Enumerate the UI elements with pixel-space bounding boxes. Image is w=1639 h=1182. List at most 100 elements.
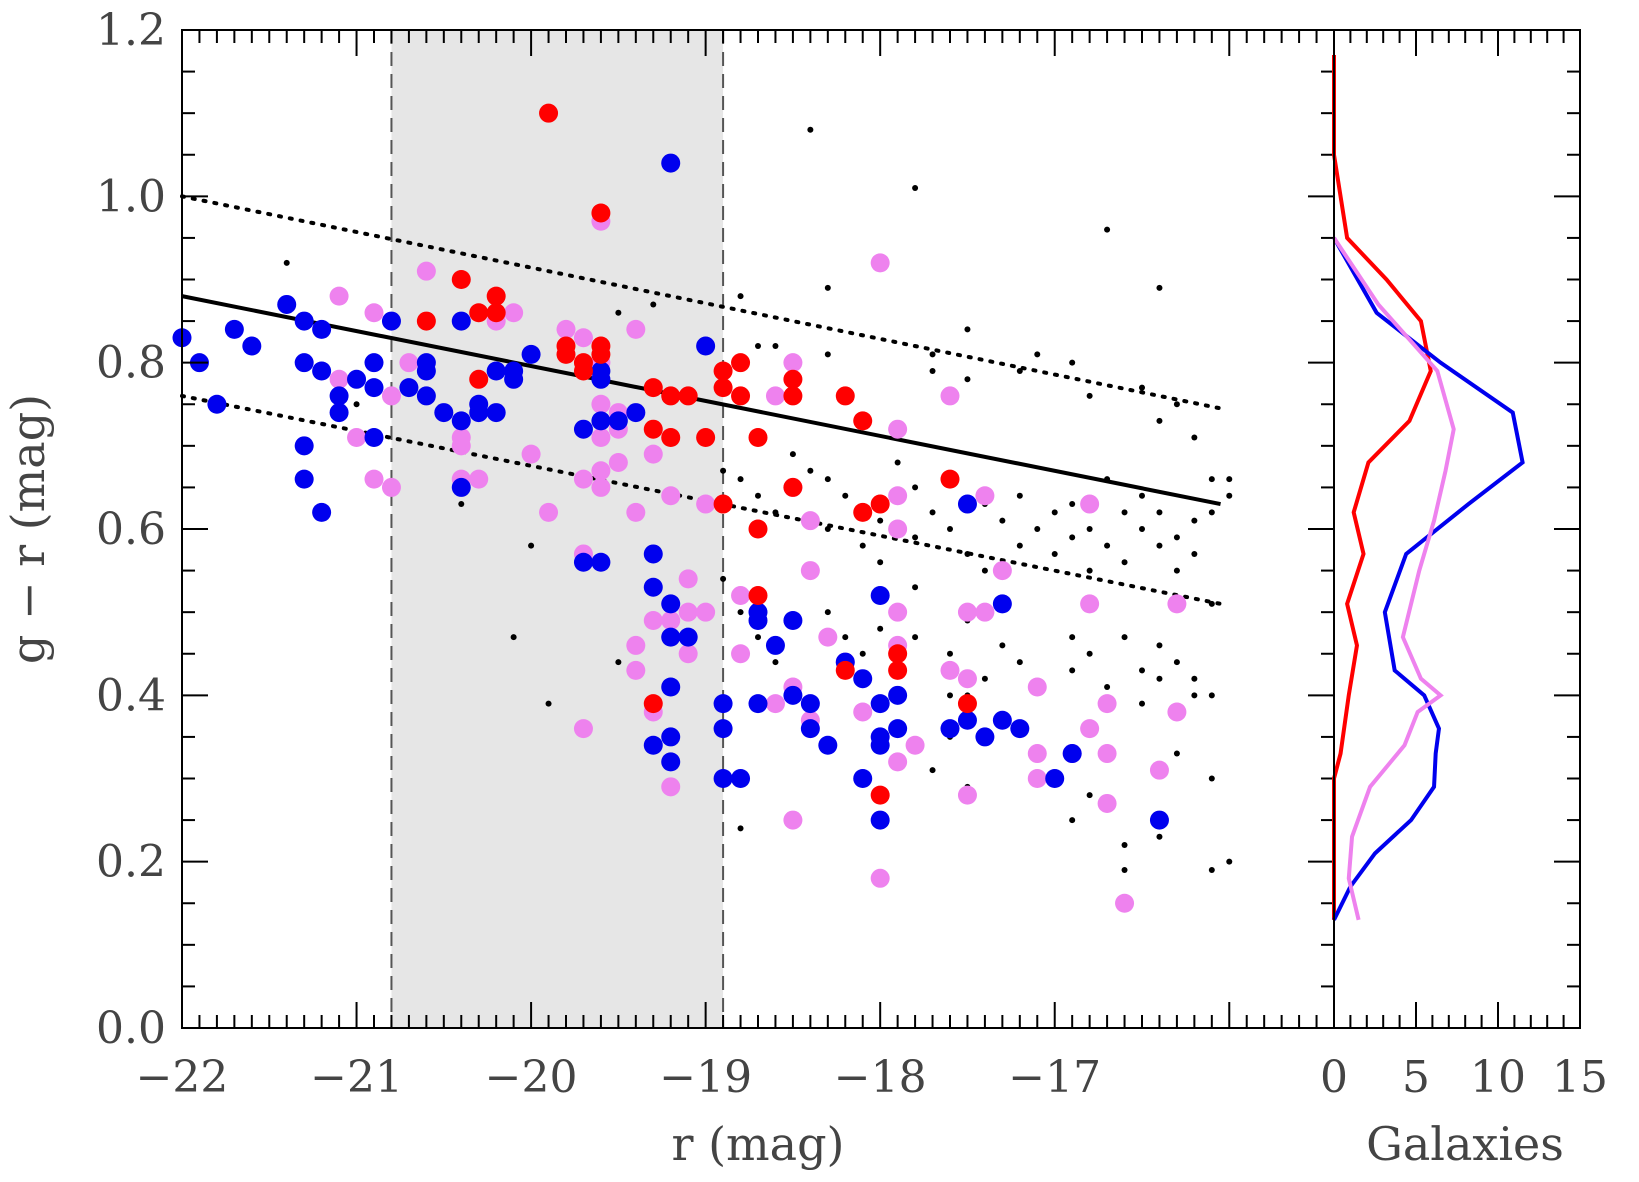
blue-point-39	[608, 411, 628, 431]
blue-point-15	[364, 378, 384, 398]
violet-point-16	[521, 444, 541, 464]
blue-point-63	[783, 685, 803, 705]
black-point-27	[1173, 401, 1180, 408]
blue-point-54	[661, 727, 681, 747]
red-point-25	[783, 386, 803, 406]
black-point-41	[894, 459, 901, 466]
blue-point-46	[643, 577, 663, 597]
violet-point-18	[364, 469, 384, 489]
violet-point-66	[888, 752, 908, 772]
black-point-77	[1226, 858, 1233, 865]
main-ticks	[181, 29, 1335, 1029]
red-point-33	[713, 494, 733, 514]
black-point-51	[1016, 492, 1023, 499]
black-point-26	[1156, 417, 1163, 424]
violet-point-87	[1149, 760, 1169, 780]
violet-point-11	[381, 386, 401, 406]
blue-point-55	[661, 752, 681, 772]
blue-point-37	[591, 369, 611, 389]
violet-point-70	[765, 694, 785, 714]
histogram-violet-line	[1332, 236, 1456, 921]
violet-point-68	[731, 586, 751, 606]
red-point-21	[713, 378, 733, 398]
blue-point-47	[661, 594, 681, 614]
red-point-4	[486, 286, 506, 306]
black-point-49	[999, 517, 1006, 524]
black-point-2	[1104, 226, 1111, 233]
black-point-90	[981, 675, 988, 682]
hist-x-tick-label: 5	[1402, 1052, 1430, 1103]
violet-point-31	[626, 502, 646, 522]
violet-point-77	[1027, 677, 1047, 697]
violet-point-64	[957, 785, 977, 805]
black-point-9	[929, 351, 936, 358]
black-point-82	[824, 609, 831, 616]
red-point-28	[853, 411, 873, 431]
black-point-103	[1173, 659, 1180, 666]
violet-point-36	[678, 569, 698, 589]
red-point-37	[835, 660, 855, 680]
red-point-14	[643, 378, 663, 398]
histogram-axes-frame	[1333, 29, 1581, 1029]
black-point-102	[1156, 675, 1163, 682]
violet-point-10	[329, 369, 349, 389]
blue-point-84	[1045, 769, 1065, 788]
histogram-x-axis-title: Galaxies	[1366, 1117, 1564, 1171]
blue-point-72	[853, 769, 873, 788]
red-point-38	[888, 660, 908, 680]
black-point-64	[1139, 492, 1145, 499]
violet-point-4	[416, 261, 436, 281]
y-tick-label: 0.8	[96, 338, 166, 389]
blue-point-79	[940, 719, 960, 739]
shaded-magnitude-band	[391, 30, 724, 1028]
blue-point-12	[329, 403, 349, 423]
black-point-56	[1069, 501, 1076, 508]
y-tick-label: 1.0	[96, 171, 166, 222]
black-point-117	[1208, 866, 1215, 873]
violet-point-85	[1097, 744, 1117, 764]
black-point-12	[929, 367, 936, 374]
black-point-95	[1069, 667, 1076, 674]
blue-point-40	[573, 419, 593, 439]
red-point-2	[416, 311, 436, 331]
black-point-55	[1069, 534, 1076, 541]
black-point-71	[1208, 509, 1215, 516]
black-point-36	[824, 526, 831, 532]
black-point-53	[1051, 550, 1058, 557]
blue-point-13	[347, 369, 367, 389]
black-point-105	[1191, 692, 1198, 699]
blue-point-8	[294, 311, 314, 331]
black-point-121	[947, 692, 953, 699]
violet-point-12	[399, 353, 419, 373]
black-point-25	[1086, 392, 1093, 399]
blue-point-44	[591, 552, 611, 572]
blue-point-50	[661, 677, 681, 697]
blue-point-35	[451, 477, 471, 497]
blue-point-18	[399, 378, 419, 398]
violet-point-90	[1167, 702, 1187, 722]
violet-point-47	[783, 353, 803, 373]
black-point-15	[510, 634, 517, 641]
black-point-52	[1034, 526, 1041, 532]
black-point-24	[1016, 367, 1023, 374]
x-tick-label: −18	[834, 1052, 927, 1103]
violet-point-81	[1080, 719, 1100, 739]
black-point-1	[912, 185, 919, 192]
black-point-70	[1191, 550, 1198, 557]
blue-point-64	[800, 694, 820, 714]
red-point-1	[591, 203, 611, 223]
blue-point-38	[591, 411, 611, 431]
black-point-60	[1104, 542, 1111, 549]
black-point-17	[528, 542, 535, 549]
violet-point-61	[975, 486, 995, 506]
blue-point-21	[416, 386, 436, 406]
blue-point-77	[957, 494, 977, 514]
blue-point-65	[800, 719, 820, 739]
violet-point-42	[661, 610, 681, 630]
black-point-40	[877, 517, 884, 524]
y-axis-title: g − r (mag)	[1, 394, 55, 664]
violet-point-75	[957, 602, 977, 622]
histogram-lines	[1332, 54, 1525, 921]
violet-point-54	[853, 702, 873, 722]
black-point-4	[1156, 284, 1163, 291]
